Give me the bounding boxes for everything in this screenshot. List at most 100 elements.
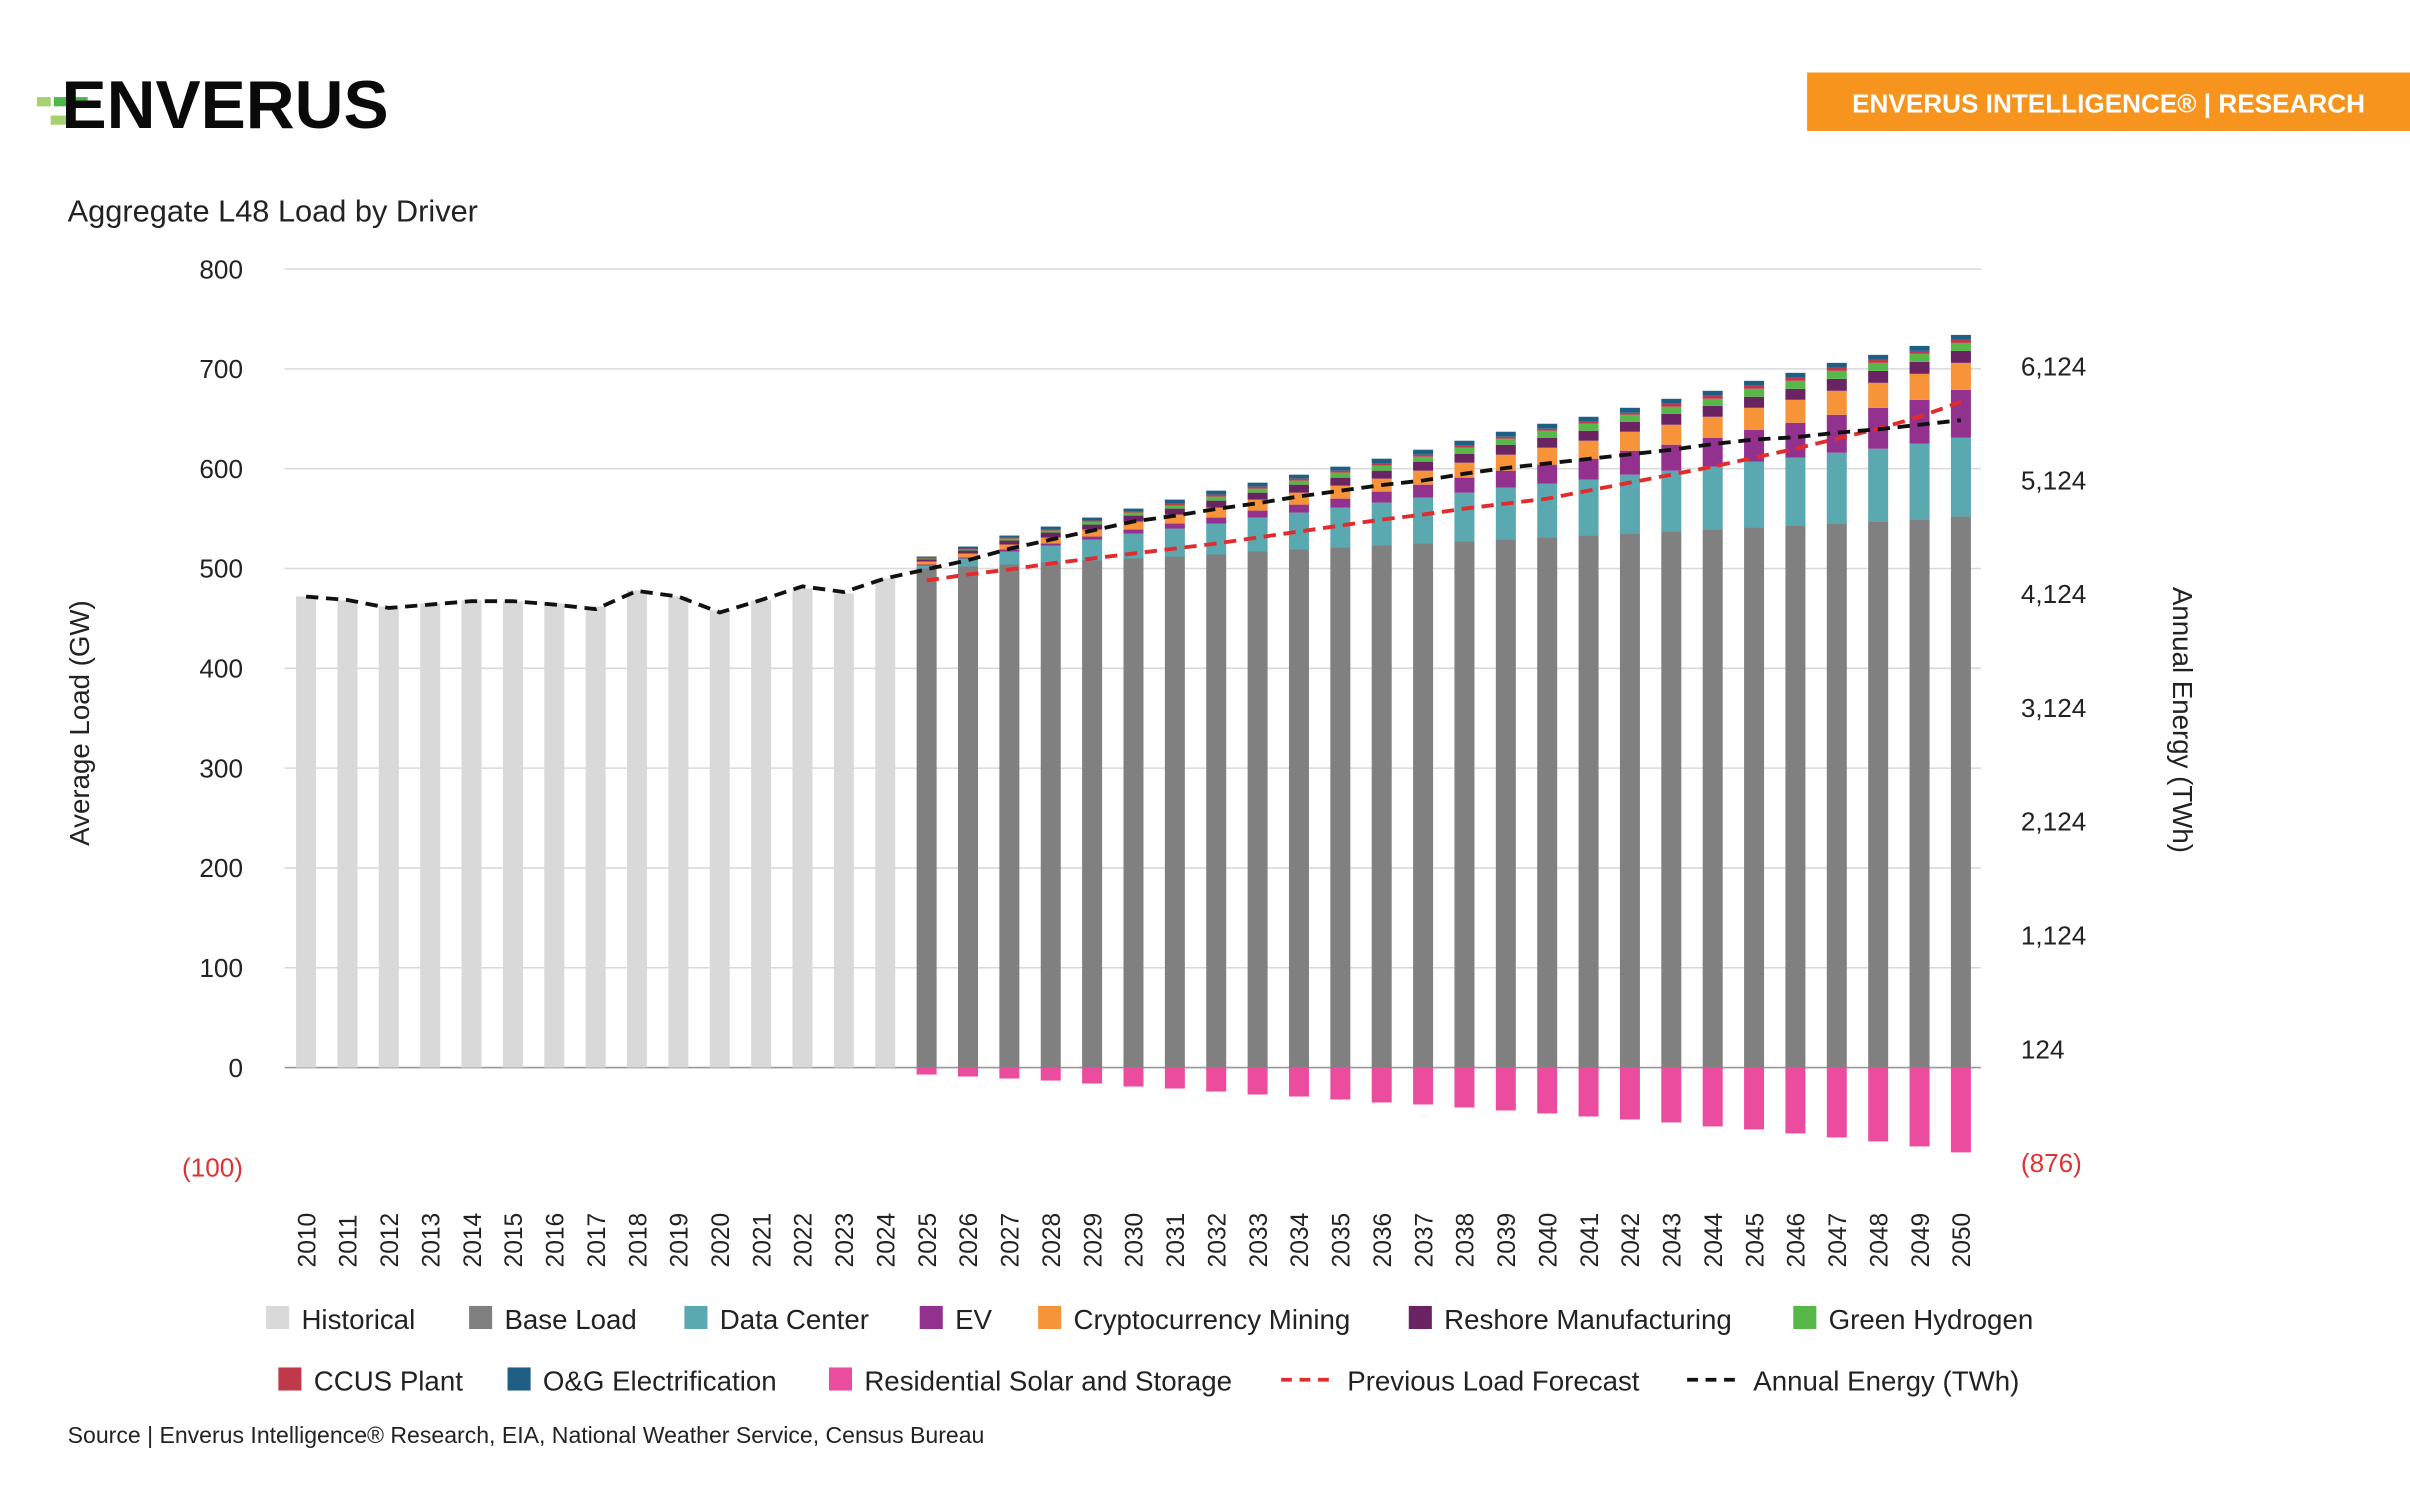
y-tick-label: 0 (228, 1053, 243, 1083)
x-tick-label: 2039 (1494, 1213, 1521, 1268)
bar-ev (1495, 470, 1516, 488)
bar-o-g-electrification (1661, 398, 1682, 404)
bar-data-center (1454, 492, 1475, 542)
bar-historical (875, 578, 896, 1068)
lines (305, 399, 1962, 615)
bar-green-hydrogen (1371, 465, 1392, 471)
bar-data-center (1785, 457, 1806, 526)
bar-green-hydrogen (1206, 496, 1227, 501)
x-tick-label: 2047 (1825, 1213, 1852, 1268)
bar-ccus-plant (1495, 436, 1516, 439)
bar-ccus-plant (1040, 529, 1061, 531)
bar-o-g-electrification (999, 535, 1020, 538)
bar-o-g-electrification (1123, 508, 1144, 512)
bar-data-center (1909, 443, 1930, 520)
bar-data-center (1578, 479, 1599, 536)
y-tick-label: 600 (199, 454, 243, 484)
legend-swatch (684, 1305, 708, 1330)
bar-reshore-manufacturing (1826, 378, 1847, 391)
bar-residential-solar-and-storage (1371, 1067, 1392, 1103)
x-tick-label: 2050 (1949, 1213, 1976, 1268)
y-axis-label: Average Load (GW) (64, 600, 95, 846)
legend-label: CCUS Plant (314, 1366, 463, 1397)
bar-green-hydrogen (958, 549, 978, 551)
x-tick-label: 2038 (1453, 1213, 1480, 1268)
x-tick-label: 2010 (294, 1213, 321, 1268)
bar-data-center (1950, 437, 1971, 517)
legend-item-data-center: Data Center (684, 1304, 869, 1335)
bar-o-g-electrification (1454, 440, 1475, 446)
bar-base-load (1413, 543, 1434, 1068)
bar-residential-solar-and-storage (1123, 1067, 1144, 1087)
legend-item-o-g-electrification: O&G Electrification (507, 1366, 777, 1397)
x-tick-label: 2037 (1411, 1213, 1438, 1268)
bar-green-hydrogen (1950, 342, 1971, 351)
bar-data-center (1413, 497, 1434, 544)
bar-ccus-plant (1868, 359, 1889, 363)
bar-cryptocurrency-mining (1082, 529, 1103, 537)
bar-green-hydrogen (1495, 438, 1516, 445)
bar-green-hydrogen (1619, 414, 1640, 422)
bar-green-hydrogen (1744, 388, 1765, 397)
y2-tick-label: 5,124 (2021, 465, 2086, 495)
bar-ccus-plant (1744, 385, 1765, 389)
bar-o-g-electrification (1082, 517, 1103, 521)
bar-residential-solar-and-storage (1661, 1067, 1682, 1123)
bar-green-hydrogen (1164, 505, 1185, 509)
y2-tick-label: 1,124 (2021, 921, 2086, 951)
bar-historical (420, 603, 441, 1068)
bar-cryptocurrency-mining (1164, 514, 1185, 524)
bar-o-g-electrification (1702, 390, 1723, 396)
bar-base-load (1371, 545, 1392, 1068)
y-axis-right: (876) 124 1,124 2,124 3,124 4,124 5,124 6,124 (2021, 351, 2086, 1178)
bar-residential-solar-and-storage (999, 1067, 1020, 1079)
bar-cryptocurrency-mining (1288, 492, 1309, 505)
bar-ccus-plant (1454, 445, 1475, 448)
bar-ccus-plant (916, 557, 937, 559)
bar-cryptocurrency-mining (1123, 521, 1144, 530)
line-previous-load-forecast (926, 399, 1962, 583)
bar-ccus-plant (1619, 412, 1640, 415)
x-tick-label: 2046 (1784, 1213, 1811, 1268)
bar-ev (1537, 464, 1558, 484)
y2-tick-label: 3,124 (2021, 693, 2086, 723)
bar-ccus-plant (999, 537, 1020, 539)
bar-green-hydrogen (1040, 530, 1061, 533)
enverus-logo: ENVERUS (36, 68, 389, 143)
x-tick-label: 2017 (584, 1213, 611, 1268)
bar-residential-solar-and-storage (1206, 1067, 1227, 1092)
x-tick-label: 2021 (749, 1213, 776, 1268)
bar-base-load (1082, 560, 1103, 1068)
bar-o-g-electrification (1288, 474, 1309, 479)
bar-data-center (1702, 466, 1723, 530)
x-tick-label: 2043 (1660, 1213, 1687, 1268)
bar-green-hydrogen (1413, 456, 1434, 462)
legend-swatch (1038, 1305, 1062, 1330)
research-banner (1807, 72, 2410, 131)
x-tick-label: 2042 (1618, 1213, 1645, 1268)
bar-cryptocurrency-mining (916, 561, 937, 565)
bar-base-load (1164, 556, 1185, 1068)
bar-o-g-electrification (958, 546, 978, 549)
bar-cryptocurrency-mining (1619, 431, 1640, 451)
bar-cryptocurrency-mining (1661, 424, 1682, 445)
bar-ccus-plant (1206, 494, 1227, 497)
bar-data-center (1868, 448, 1889, 522)
legend-item-annual-energy-twh-: Annual Energy (TWh) (1687, 1366, 2019, 1397)
legend-swatch (1793, 1305, 1817, 1330)
bar-residential-solar-and-storage (1826, 1067, 1847, 1138)
legend-label: O&G Electrification (543, 1366, 777, 1397)
x-axis: 2010 2011 2012 2013 2014 2015 2016 2017 2018 2019… (294, 1213, 1976, 1268)
bar-data-center (1206, 523, 1227, 555)
x-tick-label: 2030 (1122, 1213, 1149, 1268)
bar-cryptocurrency-mining (1826, 390, 1847, 415)
bar-reshore-manufacturing (1868, 370, 1889, 383)
bar-ev (1413, 484, 1434, 498)
bar-data-center (1040, 545, 1061, 563)
bar-o-g-electrification (1619, 407, 1640, 413)
bar-green-hydrogen (1537, 430, 1558, 438)
bar-data-center (1288, 512, 1309, 550)
bar-reshore-manufacturing (1661, 413, 1682, 425)
legend-item-green-hydrogen: Green Hydrogen (1793, 1304, 2033, 1335)
bar-green-hydrogen (1247, 488, 1268, 493)
